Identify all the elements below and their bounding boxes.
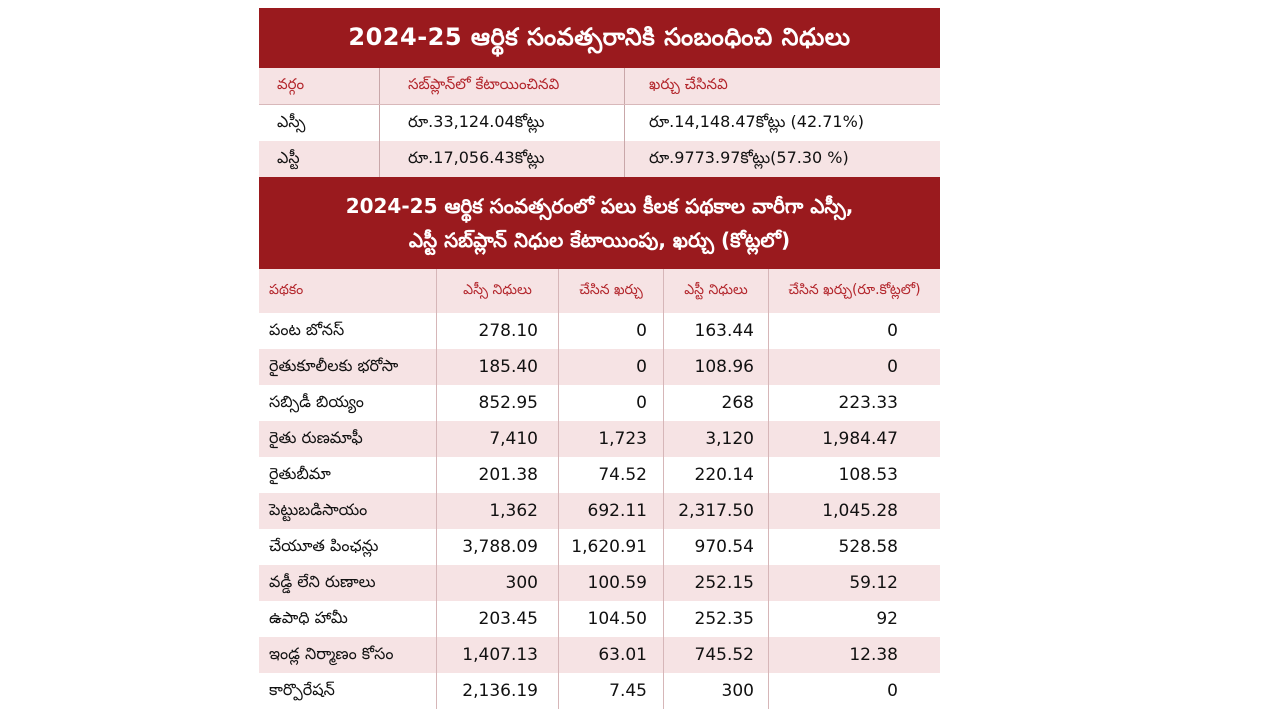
allocated-cell: రూ.33,124.04కోట్లు bbox=[379, 105, 624, 141]
scheme-name-cell: సబ్సిడీ బియ్యం bbox=[269, 391, 364, 411]
st-funds-cell: 220.14 bbox=[663, 457, 768, 493]
table1-header-allocated: సబ్‌ప్లాన్‌లో కేటాయించినవి bbox=[379, 68, 624, 104]
st-spent-cell: 1,984.47 bbox=[768, 421, 940, 457]
table2-row: ఉపాధి హామీ 203.45 104.50 252.35 92 bbox=[259, 601, 940, 637]
header-st-funds: ఎస్టీ నిధులు bbox=[663, 269, 768, 313]
table2-row: వడ్డీ లేని రుణాలు 300 100.59 252.15 59.12 bbox=[259, 565, 940, 601]
title-banner-1: 2024-25 ఆర్థిక సంవత్సరానికి సంబంధించి ని… bbox=[259, 8, 940, 68]
scheme-name-cell: రైతు రుణమాఫీ bbox=[269, 427, 363, 447]
sc-spent-cell: 7.45 bbox=[558, 673, 663, 709]
table2-row: పెట్టుబడిసాయం 1,362 692.11 2,317.50 1,045.28 bbox=[259, 493, 940, 529]
st-spent-cell: 59.12 bbox=[768, 565, 940, 601]
table2-row: సబ్సిడీ బియ్యం 852.95 0 268 223.33 bbox=[259, 385, 940, 421]
st-funds-cell: 745.52 bbox=[663, 637, 768, 673]
st-spent-cell: 12.38 bbox=[768, 637, 940, 673]
scheme-name-cell: రైతుకూలీలకు భరోసా bbox=[269, 355, 399, 375]
sc-funds-cell: 203.45 bbox=[436, 601, 558, 637]
table2-body: పంట బోనస్ 278.10 0 163.44 0 రైతుకూలీలకు భరోసా… bbox=[259, 313, 940, 709]
table2-row: ఇండ్ల నిర్మాణం కోసం 1,407.13 63.01 745.52 12… bbox=[259, 637, 940, 673]
sc-funds-cell: 278.10 bbox=[436, 313, 558, 349]
st-spent-cell: 92 bbox=[768, 601, 940, 637]
scheme-name-cell: ఇండ్ల నిర్మాణం కోసం bbox=[269, 643, 394, 663]
header-sc-funds: ఎస్సీ నిధులు bbox=[436, 269, 558, 313]
header-scheme: పథకం bbox=[269, 281, 304, 298]
table1-header-spent: ఖర్చు చేసినవి bbox=[624, 68, 940, 104]
st-funds-cell: 300 bbox=[663, 673, 768, 709]
category-cell: ఎస్సీ bbox=[277, 111, 306, 131]
st-funds-cell: 252.35 bbox=[663, 601, 768, 637]
table1-header-row: వర్గం సబ్‌ప్లాన్‌లో కేటాయించినవి ఖర్చు చ… bbox=[259, 68, 940, 105]
sc-spent-cell: 0 bbox=[558, 313, 663, 349]
scheme-name-cell: పెట్టుబడిసాయం bbox=[269, 499, 368, 519]
sc-spent-cell: 0 bbox=[558, 349, 663, 385]
sc-funds-cell: 852.95 bbox=[436, 385, 558, 421]
scheme-name-cell: పంట బోనస్ bbox=[269, 319, 345, 339]
header-sc-spent: చేసిన ఖర్చు bbox=[558, 269, 663, 313]
table2-row: రైతు రుణమాఫీ 7,410 1,723 3,120 1,984.47 bbox=[259, 421, 940, 457]
st-spent-cell: 0 bbox=[768, 313, 940, 349]
st-funds-cell: 268 bbox=[663, 385, 768, 421]
sc-spent-cell: 1,723 bbox=[558, 421, 663, 457]
sc-spent-cell: 100.59 bbox=[558, 565, 663, 601]
sc-spent-cell: 1,620.91 bbox=[558, 529, 663, 565]
allocation-summary-table: వర్గం సబ్‌ప్లాన్‌లో కేటాయించినవి ఖర్చు చ… bbox=[259, 68, 940, 177]
sc-spent-cell: 0 bbox=[558, 385, 663, 421]
sc-funds-cell: 185.40 bbox=[436, 349, 558, 385]
scheme-name-cell: చేయూత పింఛన్లు bbox=[269, 535, 379, 555]
st-spent-cell: 528.58 bbox=[768, 529, 940, 565]
scheme-name-cell: రైతుబీమా bbox=[269, 463, 331, 483]
title-2-line-2: ఎస్టీ సబ్‌ప్లాన్ నిధుల కేటాయింపు, ఖర్చు … bbox=[408, 228, 791, 252]
table2-row: రైతుకూలీలకు భరోసా 185.40 0 108.96 0 bbox=[259, 349, 940, 385]
title-2-line-1: 2024-25 ఆర్థిక సంవత్సరంలో పలు కీలక పథకాల… bbox=[345, 194, 854, 218]
header-st-spent: చేసిన ఖర్చు(రూ.కోట్లలో) bbox=[768, 269, 940, 313]
st-spent-cell: 0 bbox=[768, 673, 940, 709]
st-spent-cell: 223.33 bbox=[768, 385, 940, 421]
table2-row: పంట బోనస్ 278.10 0 163.44 0 bbox=[259, 313, 940, 349]
st-funds-cell: 970.54 bbox=[663, 529, 768, 565]
allocated-cell: రూ.17,056.43కోట్లు bbox=[379, 141, 624, 177]
table1-row: ఎస్టీ రూ.17,056.43కోట్లు రూ.9773.97కోట్ల… bbox=[259, 141, 940, 177]
sc-spent-cell: 692.11 bbox=[558, 493, 663, 529]
spent-cell: రూ.9773.97కోట్లు(57.30 %) bbox=[624, 141, 940, 177]
st-funds-cell: 163.44 bbox=[663, 313, 768, 349]
category-cell: ఎస్టీ bbox=[277, 147, 300, 167]
scheme-name-cell: ఉపాధి హామీ bbox=[269, 607, 348, 627]
table2-row: రైతుబీమా 201.38 74.52 220.14 108.53 bbox=[259, 457, 940, 493]
table2-row: కార్పొరేషన్ 2,136.19 7.45 300 0 bbox=[259, 673, 940, 709]
sc-spent-cell: 63.01 bbox=[558, 637, 663, 673]
st-funds-cell: 252.15 bbox=[663, 565, 768, 601]
st-funds-cell: 108.96 bbox=[663, 349, 768, 385]
scheme-name-cell: వడ్డీ లేని రుణాలు bbox=[269, 571, 376, 591]
sc-funds-cell: 300 bbox=[436, 565, 558, 601]
sc-funds-cell: 1,407.13 bbox=[436, 637, 558, 673]
table2-header-row: పథకం ఎస్సీ నిధులు చేసిన ఖర్చు ఎస్టీ నిధు… bbox=[259, 269, 940, 313]
infographic-panel: 2024-25 ఆర్థిక సంవత్సరానికి సంబంధించి ని… bbox=[259, 8, 940, 720]
sc-funds-cell: 1,362 bbox=[436, 493, 558, 529]
sc-funds-cell: 2,136.19 bbox=[436, 673, 558, 709]
st-funds-cell: 3,120 bbox=[663, 421, 768, 457]
title-1: 2024-25 ఆర్థిక సంవత్సరానికి సంబంధించి ని… bbox=[348, 23, 851, 51]
sc-funds-cell: 7,410 bbox=[436, 421, 558, 457]
st-spent-cell: 0 bbox=[768, 349, 940, 385]
st-spent-cell: 1,045.28 bbox=[768, 493, 940, 529]
sc-spent-cell: 104.50 bbox=[558, 601, 663, 637]
spent-cell: రూ.14,148.47కోట్లు (42.71%) bbox=[624, 105, 940, 141]
sc-funds-cell: 3,788.09 bbox=[436, 529, 558, 565]
st-spent-cell: 108.53 bbox=[768, 457, 940, 493]
sc-funds-cell: 201.38 bbox=[436, 457, 558, 493]
st-funds-cell: 2,317.50 bbox=[663, 493, 768, 529]
table1-header-category: వర్గం bbox=[277, 75, 305, 93]
title-banner-2: 2024-25 ఆర్థిక సంవత్సరంలో పలు కీలక పథకాల… bbox=[259, 177, 940, 269]
table1-row: ఎస్సీ రూ.33,124.04కోట్లు రూ.14,148.47కోట… bbox=[259, 105, 940, 141]
scheme-name-cell: కార్పొరేషన్ bbox=[269, 679, 335, 699]
sc-spent-cell: 74.52 bbox=[558, 457, 663, 493]
table2-row: చేయూత పింఛన్లు 3,788.09 1,620.91 970.54 528.… bbox=[259, 529, 940, 565]
scheme-wise-table: పథకం ఎస్సీ నిధులు చేసిన ఖర్చు ఎస్టీ నిధు… bbox=[259, 269, 940, 709]
